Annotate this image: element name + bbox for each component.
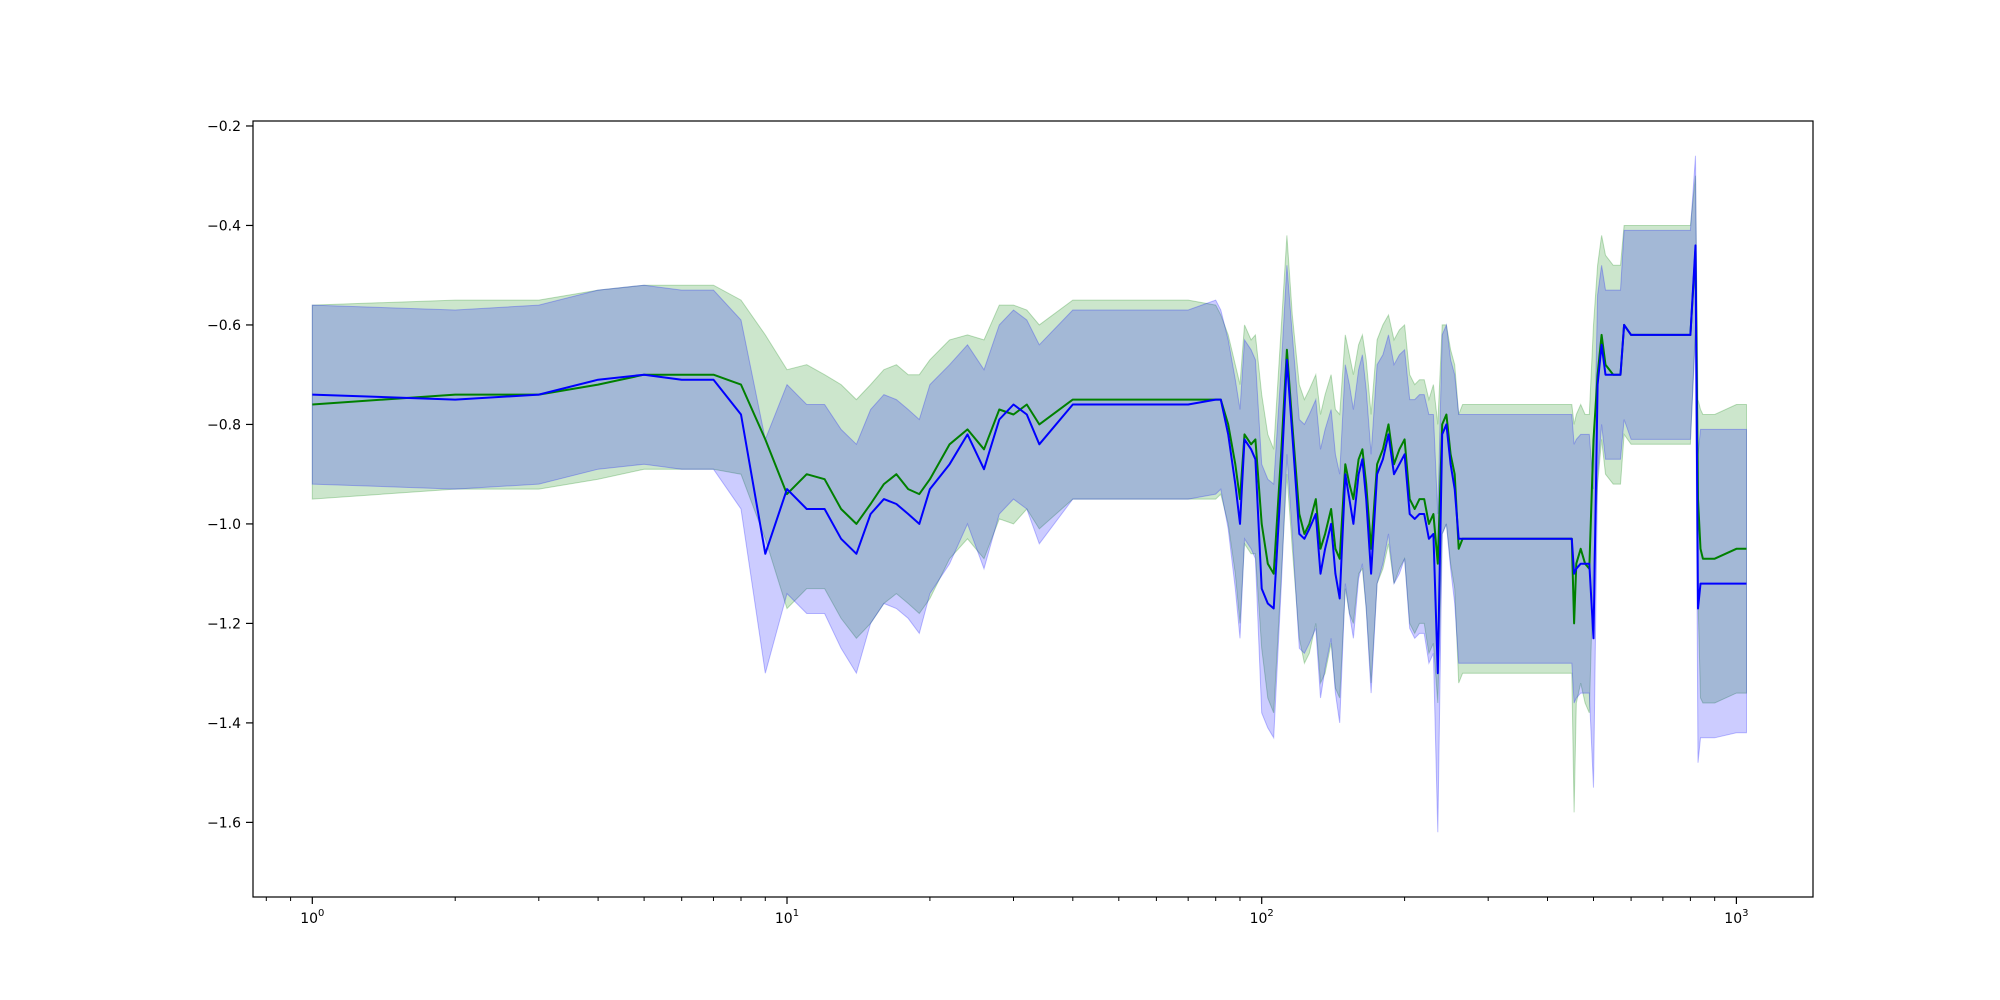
x-tick-label: 102 bbox=[1250, 908, 1274, 927]
x-axis: 100 101 102 103 bbox=[265, 897, 1749, 927]
confidence-bands bbox=[311, 155, 1747, 833]
y-tick-label: −1.0 bbox=[207, 517, 241, 533]
y-tick-label: −0.8 bbox=[207, 417, 241, 433]
series-2-band bbox=[311, 155, 1747, 833]
y-tick-label: −0.4 bbox=[207, 218, 241, 234]
series-1-band bbox=[311, 175, 1747, 813]
y-tick-label: −0.2 bbox=[207, 119, 241, 135]
series-lines bbox=[312, 244, 1747, 675]
y-tick-label: −1.6 bbox=[207, 815, 241, 831]
y-tick-label: −0.6 bbox=[207, 318, 241, 334]
x-tick-label: 103 bbox=[1724, 908, 1748, 927]
x-tick-label: 100 bbox=[300, 908, 324, 927]
y-tick-label: −1.4 bbox=[207, 716, 241, 732]
series-2-line bbox=[312, 244, 1747, 675]
y-axis: −0.2 −0.4 −0.6 −0.8 −1.0 −1.2 −1.4 −1.6 bbox=[207, 119, 253, 831]
series-1-line bbox=[312, 249, 1747, 625]
plot-area-frame bbox=[252, 120, 1814, 898]
x-tick-label: 101 bbox=[775, 908, 799, 927]
y-tick-label: −1.2 bbox=[207, 616, 241, 632]
